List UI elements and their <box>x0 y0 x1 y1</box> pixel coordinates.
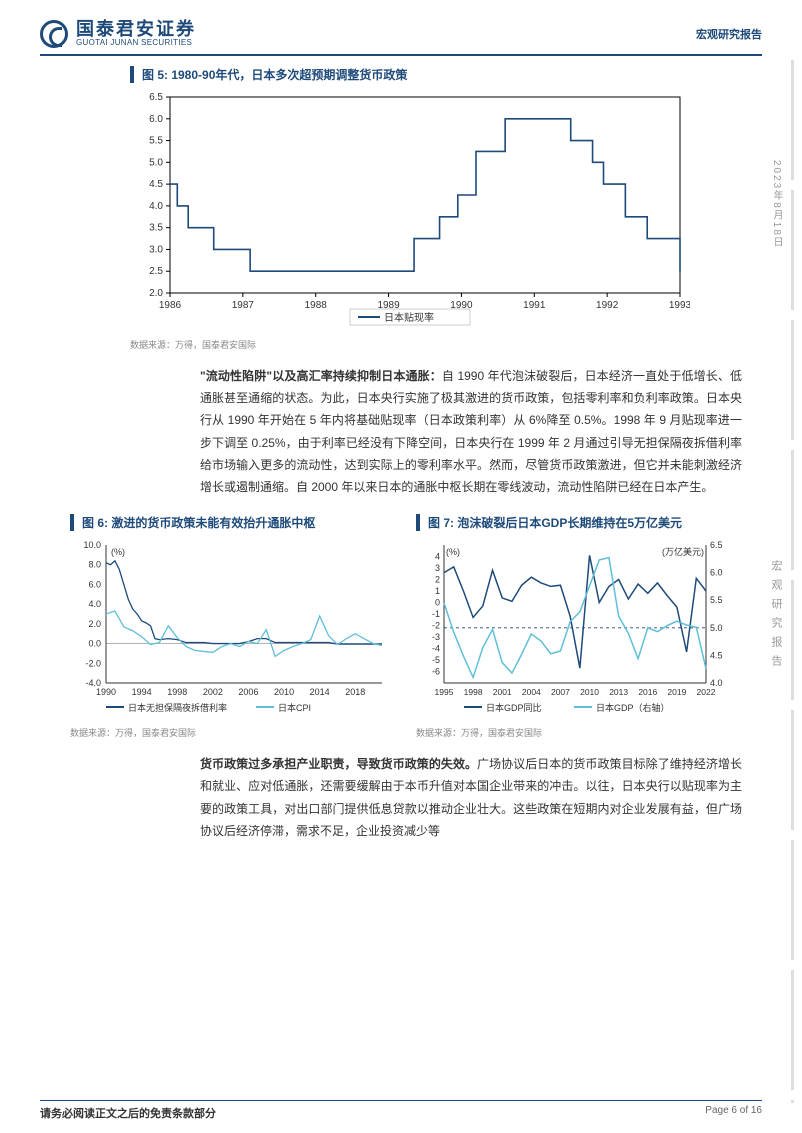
svg-text:-5: -5 <box>432 655 440 665</box>
svg-text:3: 3 <box>435 563 440 573</box>
svg-text:-6: -6 <box>432 667 440 677</box>
svg-text:0: 0 <box>435 598 440 608</box>
svg-text:2022: 2022 <box>697 687 716 697</box>
svg-text:2002: 2002 <box>203 687 223 697</box>
svg-text:1988: 1988 <box>305 300 328 311</box>
svg-text:2.0: 2.0 <box>88 619 101 629</box>
svg-text:1990: 1990 <box>450 300 473 311</box>
fig6-title: 图 6: 激进的货币政策未能有效抬升通胀中枢 <box>70 514 396 531</box>
svg-text:1989: 1989 <box>377 300 400 311</box>
svg-text:2013: 2013 <box>609 687 628 697</box>
logo-en: GUOTAI JUNAN SECURITIES <box>76 38 196 48</box>
svg-text:1995: 1995 <box>435 687 454 697</box>
side-label: 宏观研究报告 <box>768 560 784 674</box>
svg-text:1: 1 <box>435 586 440 596</box>
svg-text:日本GDP同比: 日本GDP同比 <box>486 702 542 713</box>
svg-text:6.5: 6.5 <box>710 540 723 550</box>
svg-text:1990: 1990 <box>96 687 116 697</box>
para1-bold: "流动性陷阱"以及高汇率持续抑制日本通胀： <box>200 369 442 383</box>
para2-bold: 货币政策过多承担产业职责，导致货币政策的失效。 <box>200 757 477 771</box>
svg-text:2: 2 <box>435 575 440 585</box>
svg-text:-4: -4 <box>432 644 440 654</box>
svg-text:日本GDP（右轴）: 日本GDP（右轴） <box>596 702 670 713</box>
header-category: 宏观研究报告 <box>696 26 762 42</box>
svg-text:2.0: 2.0 <box>149 288 163 299</box>
right-decor-bar <box>791 60 794 1103</box>
svg-text:日本CPI: 日本CPI <box>278 702 311 713</box>
svg-text:4.0: 4.0 <box>149 201 163 212</box>
svg-text:2006: 2006 <box>238 687 258 697</box>
svg-text:5.0: 5.0 <box>149 157 163 168</box>
svg-text:4.0: 4.0 <box>88 599 101 609</box>
svg-text:2010: 2010 <box>274 687 294 697</box>
paragraph-1: "流动性陷阱"以及高汇率持续抑制日本通胀：自 1990 年代泡沫破裂后，日本经济… <box>200 365 742 498</box>
svg-text:1993: 1993 <box>669 300 690 311</box>
side-date: 2023年8月18日 <box>769 160 784 249</box>
svg-text:1998: 1998 <box>167 687 187 697</box>
svg-text:5.0: 5.0 <box>710 623 723 633</box>
logo-cn: 国泰君安证券 <box>76 20 196 38</box>
svg-text:2001: 2001 <box>493 687 512 697</box>
svg-text:2018: 2018 <box>345 687 365 697</box>
svg-text:6.0: 6.0 <box>149 114 163 125</box>
fig5-title: 图 5: 1980-90年代，日本多次超预期调整货币政策 <box>130 66 702 83</box>
svg-text:(%): (%) <box>446 547 460 557</box>
fig7-source: 数据来源：万得，国泰君安国际 <box>416 726 742 739</box>
fig5-chart: 2.0 2.5 3.0 3.5 4.0 4.5 5.0 5.5 6.0 6.5 1986 1987 19… <box>130 89 702 334</box>
svg-text:2016: 2016 <box>638 687 657 697</box>
svg-text:6.0: 6.0 <box>710 568 723 578</box>
svg-text:1986: 1986 <box>159 300 182 311</box>
svg-text:10.0: 10.0 <box>83 540 101 550</box>
svg-text:2004: 2004 <box>522 687 541 697</box>
page: 2023年8月18日 宏观研究报告 国泰君安证券 GUOTAI JUNAN SE… <box>0 0 802 1133</box>
fig7-title: 图 7: 泡沫破裂后日本GDP长期维持在5万亿美元 <box>416 514 742 531</box>
svg-text:6.0: 6.0 <box>88 580 101 590</box>
svg-text:4: 4 <box>435 552 440 562</box>
para1-text: 自 1990 年代泡沫破裂后，日本经济一直处于低增长、低通胀甚至通缩的状态。为此… <box>200 369 742 494</box>
svg-text:4.5: 4.5 <box>710 651 723 661</box>
page-footer: 请务必阅读正文之后的免责条款部分 Page 6 of 16 <box>40 1100 762 1121</box>
fig6-source: 数据来源：万得，国泰君安国际 <box>70 726 396 739</box>
svg-text:0.0: 0.0 <box>88 639 101 649</box>
logo: 国泰君安证券 GUOTAI JUNAN SECURITIES <box>40 20 196 48</box>
svg-text:8.0: 8.0 <box>88 560 101 570</box>
svg-text:1987: 1987 <box>232 300 255 311</box>
svg-text:-2.0: -2.0 <box>85 658 101 668</box>
svg-text:-2: -2 <box>432 621 440 631</box>
svg-text:1992: 1992 <box>596 300 619 311</box>
svg-text:-3: -3 <box>432 632 440 642</box>
svg-text:日本无担保隔夜拆借利率: 日本无担保隔夜拆借利率 <box>128 702 227 713</box>
svg-text:2.5: 2.5 <box>149 266 163 277</box>
svg-text:1998: 1998 <box>464 687 483 697</box>
svg-text:5.5: 5.5 <box>710 595 723 605</box>
svg-text:2014: 2014 <box>310 687 330 697</box>
page-header: 国泰君安证券 GUOTAI JUNAN SECURITIES 宏观研究报告 <box>40 20 762 56</box>
fig7-chart: -6-5-4-3-2-1012344.04.55.05.56.06.519951… <box>416 537 742 722</box>
svg-text:2007: 2007 <box>551 687 570 697</box>
svg-text:2019: 2019 <box>667 687 686 697</box>
svg-text:(万亿美元): (万亿美元) <box>662 546 704 557</box>
paragraph-2: 货币政策过多承担产业职责，导致货币政策的失效。广场协议后日本的货币政策目标除了维… <box>200 753 742 842</box>
footer-page: Page 6 of 16 <box>705 1105 762 1121</box>
svg-text:1994: 1994 <box>132 687 152 697</box>
svg-text:5.5: 5.5 <box>149 136 163 147</box>
svg-text:3.0: 3.0 <box>149 244 163 255</box>
logo-icon <box>40 20 68 48</box>
svg-text:-1: -1 <box>432 609 440 619</box>
fig5-source: 数据来源：万得，国泰君安国际 <box>130 338 702 351</box>
svg-text:6.5: 6.5 <box>149 92 163 103</box>
svg-text:4.5: 4.5 <box>149 179 163 190</box>
two-column-charts: 图 6: 激进的货币政策未能有效抬升通胀中枢 -4.0-2.00.02.04.0… <box>70 514 742 753</box>
svg-text:日本贴现率: 日本贴现率 <box>384 311 434 324</box>
svg-text:(%): (%) <box>111 547 125 557</box>
fig6-chart: -4.0-2.00.02.04.06.08.010.01990199419982… <box>70 537 396 722</box>
svg-text:3.5: 3.5 <box>149 223 163 234</box>
svg-text:2010: 2010 <box>580 687 599 697</box>
footer-disclaimer: 请务必阅读正文之后的免责条款部分 <box>40 1105 216 1121</box>
svg-text:1991: 1991 <box>523 300 546 311</box>
